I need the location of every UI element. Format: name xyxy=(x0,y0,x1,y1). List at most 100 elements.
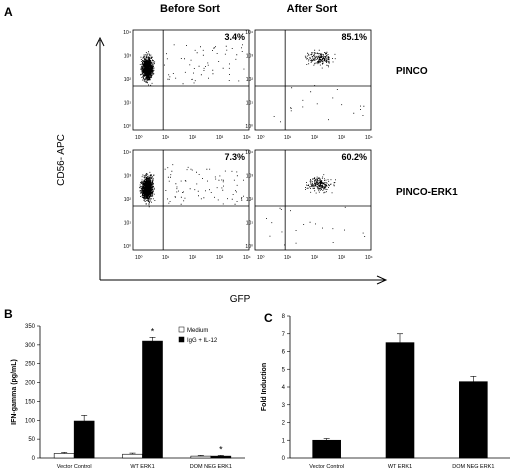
chart-b: 0 50 100 150 200 250 300 350 IFN-gamma (pg/mL) Ve… xyxy=(11,324,245,470)
y-tick-label: 4 xyxy=(282,385,286,391)
flow-y-tick-label: 10⁴ xyxy=(245,150,253,156)
panel-b-label: B xyxy=(4,307,13,321)
row-label-pinco: PINCO xyxy=(396,66,428,77)
flow-y-arrow xyxy=(95,36,105,47)
flow-y-tick-label: 10⁰ xyxy=(245,124,253,130)
significance-marker: * xyxy=(151,326,155,336)
y-tick-label: 350 xyxy=(25,324,36,330)
flow-y-tick-label: 10² xyxy=(246,77,254,83)
flow-x-tick-label: 10⁴ xyxy=(243,255,251,261)
col-after-title: After Sort xyxy=(287,3,338,15)
bar xyxy=(122,453,143,459)
gate-percentage: 3.4% xyxy=(224,32,245,42)
flow-y-tick-label: 10³ xyxy=(246,174,254,180)
flow-plot-frame xyxy=(254,149,372,251)
flow-x-tick-label: 10³ xyxy=(338,255,346,261)
flow-y-tick-label: 10³ xyxy=(246,54,254,60)
flow-y-tick-label: 10⁰ xyxy=(123,124,131,130)
gate-percentage: 60.2% xyxy=(341,152,367,162)
legend-label: IgG + IL-12 xyxy=(187,338,218,344)
flow-y-tick-label: 10¹ xyxy=(124,101,132,107)
flow-x-tick-label: 10⁰ xyxy=(257,135,265,141)
bar xyxy=(53,453,75,459)
panel-c-label: C xyxy=(264,311,273,325)
gate-percentage: 7.3% xyxy=(224,152,245,162)
flow-y-tick-label: 10² xyxy=(246,197,254,203)
y-tick-label: 300 xyxy=(25,343,36,349)
y-tick-label: 0 xyxy=(282,456,286,462)
bar xyxy=(142,340,163,459)
y-tick-label: 8 xyxy=(282,314,286,320)
flow-y-tick-label: 10⁴ xyxy=(123,150,131,156)
x-tick-label: WT ERK1 xyxy=(388,464,412,469)
flow-y-tick-label: 10⁰ xyxy=(245,244,253,250)
flow-xlabel: GFP xyxy=(230,294,251,305)
flow-x-tick-label: 10² xyxy=(311,255,319,261)
flow-events xyxy=(139,164,244,208)
bar xyxy=(459,381,488,459)
flow-plot-frame xyxy=(132,149,250,251)
flow-x-tick-label: 10³ xyxy=(216,255,224,261)
flow-x-tick-label: 10⁴ xyxy=(365,135,373,141)
flow-x-tick-label: 10² xyxy=(311,135,319,141)
flow-plot-1: 10⁰ 10⁰ 10¹ 10¹ 10² 10² 10³ 10³ 10⁴ 10⁴ 85.1% xyxy=(245,29,373,141)
y-axis-label: Fold Induction xyxy=(261,363,268,411)
flow-y-tick-label: 10⁴ xyxy=(123,30,131,36)
flow-y-tick-label: 10³ xyxy=(124,54,132,60)
bar xyxy=(210,455,232,459)
flow-x-tick-label: 10³ xyxy=(338,135,346,141)
flow-y-tick-label: 10¹ xyxy=(124,221,132,227)
bar xyxy=(190,455,212,459)
y-tick-label: 5 xyxy=(282,367,286,373)
flow-y-tick-label: 10⁴ xyxy=(245,30,253,36)
flow-x-tick-label: 10³ xyxy=(216,135,224,141)
y-tick-label: 150 xyxy=(25,399,36,405)
bar xyxy=(312,439,341,459)
flow-y-tick-label: 10⁰ xyxy=(123,244,131,250)
flow-y-tick-label: 10¹ xyxy=(246,101,254,107)
panel-a-label: A xyxy=(4,5,13,19)
flow-x-tick-label: 10¹ xyxy=(284,255,292,261)
flow-x-arrow xyxy=(376,275,388,285)
flow-x-tick-label: 10⁰ xyxy=(257,255,265,261)
flow-y-tick-label: 10¹ xyxy=(246,221,254,227)
y-tick-label: 7 xyxy=(282,332,286,338)
y-tick-label: 50 xyxy=(28,437,35,443)
y-tick-label: 250 xyxy=(25,362,36,368)
significance-marker: * xyxy=(219,444,223,454)
y-tick-label: 1 xyxy=(282,438,286,444)
flow-x-tick-label: 10² xyxy=(189,255,197,261)
flow-plot-frame xyxy=(132,29,250,131)
flow-x-tick-label: 10¹ xyxy=(284,135,292,141)
x-tick-label: DOM NEG ERK1 xyxy=(452,464,494,469)
y-tick-label: 100 xyxy=(25,418,36,424)
flow-y-tick-label: 10² xyxy=(124,197,132,203)
flow-x-tick-label: 10² xyxy=(189,135,197,141)
flow-plot-3: 10⁰ 10⁰ 10¹ 10¹ 10² 10² 10³ 10³ 10⁴ 10⁴ 60.2% xyxy=(245,149,373,261)
col-before-title: Before Sort xyxy=(160,3,220,15)
bar xyxy=(385,342,415,459)
legend-label: Medium xyxy=(187,328,208,334)
y-tick-label: 2 xyxy=(282,421,286,427)
y-tick-label: 6 xyxy=(282,350,286,356)
legend-swatch xyxy=(178,336,185,343)
y-tick-label: 200 xyxy=(25,381,36,387)
flow-y-tick-label: 10³ xyxy=(124,174,132,180)
x-tick-label: Vector Control xyxy=(309,464,344,469)
gate-percentage: 85.1% xyxy=(341,32,367,42)
flow-x-tick-label: 10⁰ xyxy=(135,255,143,261)
bar xyxy=(73,420,95,459)
x-tick-label: Vector Control xyxy=(57,464,92,469)
y-axis-label: IFN-gamma (pg/mL) xyxy=(11,359,18,425)
x-tick-label: WT ERK1 xyxy=(130,464,154,469)
flow-plot-frame xyxy=(254,29,372,131)
chart-c: 0 1 2 3 4 5 6 7 8 Fold Induction Vector Control WT … xyxy=(261,314,510,470)
flow-x-tick-label: 10⁰ xyxy=(135,135,143,141)
flow-x-tick-label: 10¹ xyxy=(162,255,170,261)
legend-swatch xyxy=(178,326,185,333)
x-tick-label: DOM NEG ERK1 xyxy=(190,464,232,469)
